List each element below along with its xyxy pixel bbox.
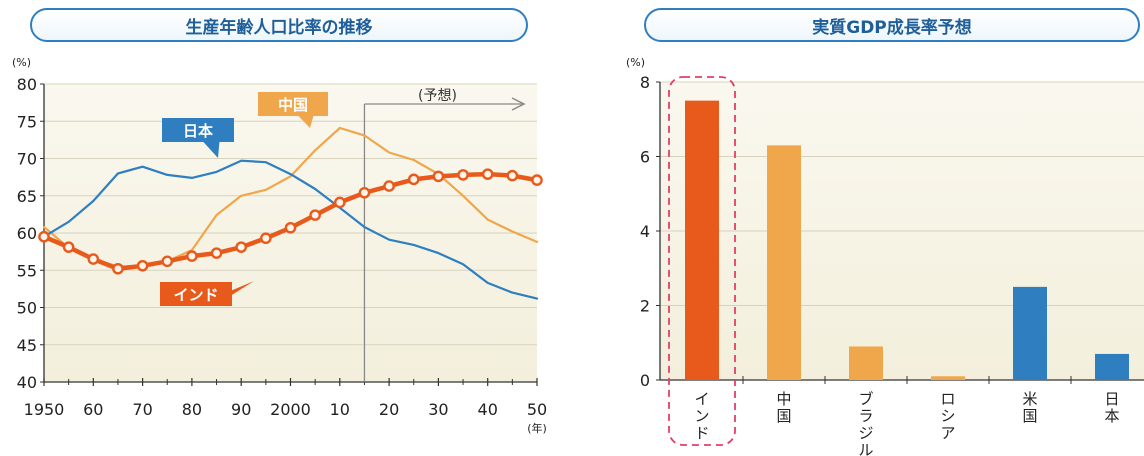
data-point [112,262,124,275]
data-point [432,170,445,183]
y-tick-label: 60 [17,224,37,243]
series-line-0 [42,159,539,300]
data-point [284,221,297,234]
x-tick-label: 2000 [270,400,311,419]
x-tick-label: 20 [379,400,399,419]
y-tick-label: 50 [17,299,37,318]
category-label: ロシア [940,390,955,442]
y-unit-label: (%) [12,56,31,69]
data-point [87,253,100,265]
category-label: ブラジル [858,390,873,456]
y-tick-label: 45 [17,336,37,355]
x-tick-label: 30 [428,400,448,419]
y-tick-label: 4 [640,222,650,241]
line-chart: 40 45 50 55 60 65 70 75 80 (%) 1950 60 70 80 90 2000 10 2… [12,56,547,435]
y-tick-label: 6 [640,148,650,167]
bar-chart-title: 実質GDP成長率予想 [644,8,1140,42]
callout-box [162,118,234,142]
forecast-label: (予想) [418,88,457,104]
data-point [333,196,346,209]
x-tick-label: 60 [83,400,103,419]
category-label: 米国 [1022,390,1037,425]
data-point [481,168,494,180]
data-point [235,241,247,253]
data-point [531,174,543,186]
data-point [457,169,469,181]
bar [849,346,883,380]
x-tick-label: 10 [330,400,350,419]
category-label: 日本 [1104,390,1119,425]
data-point [358,186,371,199]
y-tick-label: 65 [17,187,37,206]
x-tick-label: 80 [182,400,202,419]
x-tick-label: 40 [478,400,498,419]
forecast-arrowhead [511,97,526,111]
series-label: 日本 [183,122,213,140]
callout-box [258,92,328,116]
data-point [260,232,272,245]
data-point [309,209,321,221]
data-point [38,230,50,243]
callout-pointer [296,114,314,128]
callout-box [160,282,232,306]
highlight-frame [668,76,736,446]
series-label: 中国 [278,96,308,114]
y-tick-label: 80 [17,75,37,94]
x-unit-label: (年) [527,421,547,435]
category-label: インド [694,390,709,442]
bar [1013,286,1047,380]
bar [767,145,801,380]
data-point [210,247,223,259]
data-point [62,241,75,253]
data-point [506,169,519,182]
y-tick-label: 55 [17,261,37,280]
y-tick-label: 40 [17,373,37,392]
bar-chart: 0 2 4 6 8 (%) インド 中国 ブラジル ロシア 米国 日本 [626,56,1144,456]
x-tick-label: 1950 [24,400,65,419]
y-tick-label: 0 [640,371,650,390]
bar [931,376,965,380]
data-point [383,180,395,192]
y-tick-label: 75 [17,112,37,131]
data-point [136,259,149,272]
y-tick-label: 70 [17,150,37,169]
data-point [186,250,198,262]
data-point [161,255,174,268]
x-tick-label: 70 [132,400,152,419]
category-label: 中国 [776,390,791,425]
x-tick-label: 90 [231,400,251,419]
callout-pointer [201,140,220,158]
line-chart-title: 生産年齢人口比率の推移 [30,8,528,42]
y-tick-label: 8 [640,73,650,92]
bar [1095,353,1129,380]
y-tick-label: 2 [640,297,650,316]
y-unit-label: (%) [626,56,645,69]
series-label: インド [173,286,218,304]
x-tick-label: 50 [527,400,547,419]
bar [685,100,719,380]
data-point [407,173,420,186]
